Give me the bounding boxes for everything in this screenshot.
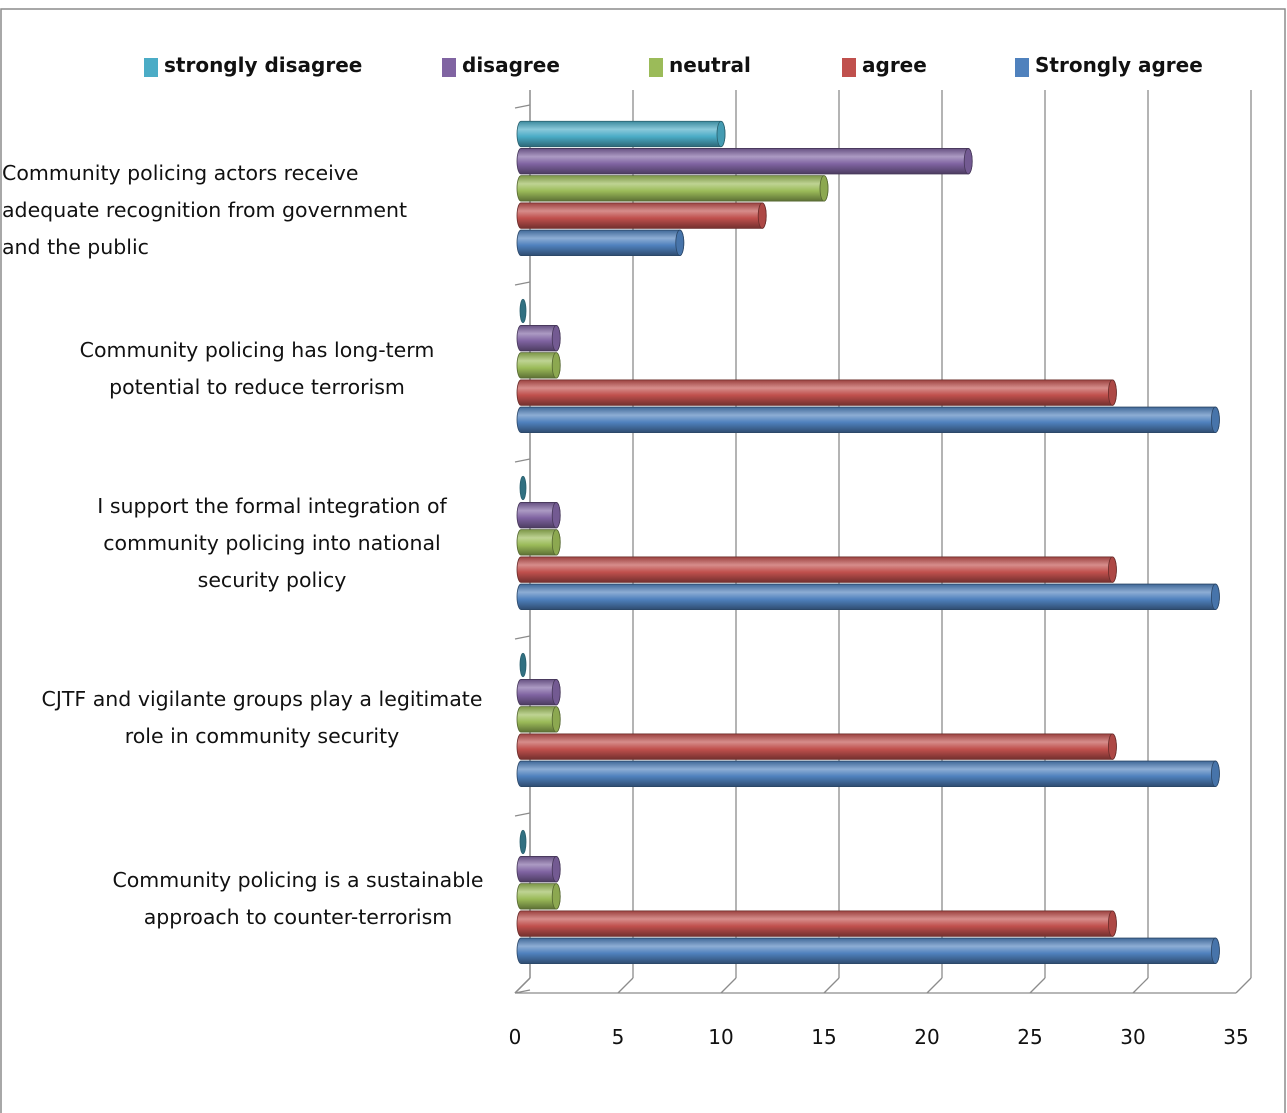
category-tick — [514, 812, 531, 817]
x-tick-label: 0 — [509, 1025, 522, 1049]
bar-cap — [1108, 733, 1117, 760]
bar-strongly-disagree — [516, 120, 726, 148]
category-label-line: security policy — [197, 568, 347, 592]
bar-cap — [551, 679, 561, 706]
category-label-line: potential to reduce terrorism — [109, 375, 405, 399]
bar-cap — [1211, 406, 1220, 433]
legend-swatch — [1015, 57, 1029, 77]
bar-strongly-agree — [516, 406, 1220, 433]
bar-agree — [516, 202, 767, 229]
category-label-line: Community policing actors receive — [2, 161, 359, 185]
category-tick — [514, 281, 531, 286]
legend-item: Strongly agree — [1015, 53, 1203, 77]
bar-cap — [1108, 556, 1117, 583]
bar-cap — [551, 706, 561, 733]
category-label-line: and the public — [2, 235, 149, 259]
category-label: I support the formal integration of commu… — [37, 488, 507, 599]
category-label: Community policing is a sustainable appro… — [63, 862, 533, 936]
legend-label: strongly disagree — [164, 53, 363, 77]
category-tick — [514, 458, 531, 463]
bar-cap — [1211, 760, 1220, 787]
category-label-line: community policing into national — [103, 531, 441, 555]
floor-line — [1132, 977, 1149, 994]
category-label-line: Community policing is a sustainable — [112, 868, 484, 892]
legend-label: Strongly agree — [1035, 53, 1203, 77]
legend-label: agree — [862, 53, 927, 77]
floor-line — [823, 977, 840, 994]
category-label-line: adequate recognition from government — [2, 198, 408, 222]
legend-swatch — [649, 57, 663, 77]
bar-cap — [1211, 937, 1220, 964]
bar-cap — [675, 229, 685, 256]
floor-line — [720, 977, 737, 994]
bar-strongly-disagree — [519, 829, 527, 855]
bar-neutral — [516, 175, 829, 202]
legend-label: neutral — [669, 53, 751, 77]
bar-agree — [516, 379, 1117, 406]
bar-agree — [516, 733, 1117, 760]
chart-legend: strongly disagree disagree neutral agree Str… — [0, 53, 1287, 83]
bar-cap — [757, 202, 767, 229]
floor-line — [926, 977, 943, 994]
bar-strongly-agree — [516, 229, 685, 256]
bar-strongly-agree — [516, 937, 1220, 964]
legend-swatch — [442, 57, 456, 77]
bar-cap — [551, 883, 561, 910]
legend-swatch — [144, 57, 158, 77]
bar-cap — [716, 120, 726, 148]
bar-cap — [1108, 910, 1117, 937]
bar-strongly-disagree — [519, 298, 527, 324]
legend-item: agree — [842, 53, 927, 77]
bar-disagree — [516, 148, 973, 175]
category-tick — [514, 104, 531, 109]
category-label: CJTF and vigilante groups play a legitim… — [27, 681, 497, 755]
x-tick-label: 20 — [914, 1025, 939, 1049]
bar-cap — [551, 529, 561, 556]
bar-strongly-disagree — [519, 652, 527, 678]
bar-cap — [551, 325, 561, 352]
x-tick-label: 35 — [1223, 1025, 1248, 1049]
bar-agree — [516, 910, 1117, 937]
category-label-line: CJTF and vigilante groups play a legitim… — [41, 687, 483, 711]
bar-strongly-agree — [516, 583, 1220, 610]
x-tick-label: 5 — [612, 1025, 625, 1049]
x-tick-label: 25 — [1017, 1025, 1042, 1049]
category-label-line: Community policing has long-term — [79, 338, 435, 362]
category-tick — [514, 989, 531, 994]
bar-cap — [551, 856, 561, 883]
floor-line — [1235, 977, 1252, 994]
chart-border — [0, 8, 1286, 1113]
legend-item: disagree — [442, 53, 560, 77]
bar-cap — [1211, 583, 1220, 610]
x-tick-label: 10 — [708, 1025, 733, 1049]
bar-cap — [551, 502, 561, 529]
legend-item: strongly disagree — [144, 53, 362, 77]
bar-strongly-disagree — [519, 475, 527, 501]
category-label: Community policing actors receive adequat… — [2, 155, 472, 266]
bar-cap — [1108, 379, 1117, 406]
category-tick — [514, 635, 531, 640]
category-label-line: role in community security — [124, 724, 400, 748]
legend-swatch — [842, 57, 856, 77]
floor-edge — [514, 977, 531, 994]
bar-cap — [819, 175, 829, 202]
bar-cap — [963, 148, 973, 175]
category-label-line: I support the formal integration of — [97, 494, 447, 518]
floor-line — [617, 977, 634, 994]
bar-strongly-agree — [516, 760, 1220, 787]
bar-cap — [551, 352, 561, 379]
legend-item: neutral — [649, 53, 751, 77]
x-tick-label: 15 — [811, 1025, 836, 1049]
floor-line — [1029, 977, 1046, 994]
legend-label: disagree — [462, 53, 560, 77]
x-tick-label: 30 — [1120, 1025, 1145, 1049]
category-label: Community policing has long-term potentia… — [22, 332, 492, 406]
bar-agree — [516, 556, 1117, 583]
category-label-line: approach to counter-terrorism — [143, 905, 453, 929]
